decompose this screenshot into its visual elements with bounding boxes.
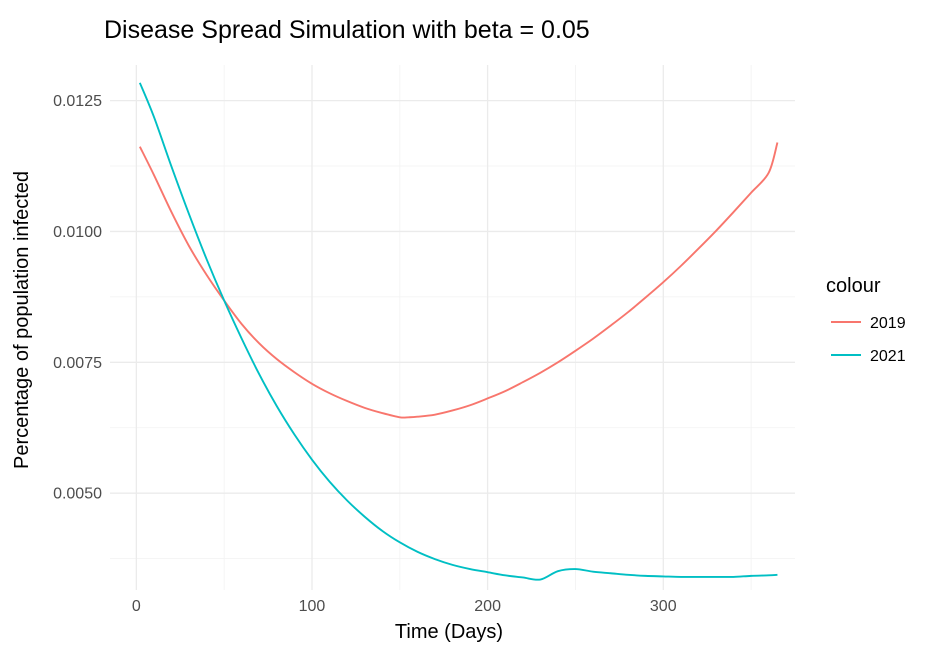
series-line-2021 bbox=[138, 82, 778, 581]
y-axis-tick-labels: 0.0050 0.0075 0.0100 0.0125 bbox=[53, 93, 102, 503]
chart-title: Disease Spread Simulation with beta = 0.… bbox=[104, 16, 590, 44]
legend-title: colour bbox=[826, 275, 881, 297]
x-tick-label: 0 bbox=[132, 598, 141, 615]
y-axis-title: Percentage of population infected bbox=[11, 171, 33, 469]
major-gridlines bbox=[110, 65, 795, 590]
y-tick-label: 0.0100 bbox=[53, 224, 102, 241]
x-tick-label: 200 bbox=[474, 598, 501, 615]
y-tick-label: 0.0075 bbox=[53, 355, 102, 372]
legend-items: 2019 2021 bbox=[831, 315, 906, 365]
y-tick-label: 0.0125 bbox=[53, 93, 102, 110]
legend-label-2021: 2021 bbox=[870, 348, 906, 365]
minor-gridlines bbox=[110, 65, 795, 590]
x-axis-title: Time (Days) bbox=[395, 621, 503, 643]
legend-label-2019: 2019 bbox=[870, 315, 906, 332]
x-tick-label: 100 bbox=[299, 598, 326, 615]
y-tick-label: 0.0050 bbox=[53, 486, 102, 503]
x-tick-label: 300 bbox=[650, 598, 677, 615]
plot-panel bbox=[110, 65, 795, 590]
legend: colour 2019 2021 bbox=[826, 275, 906, 365]
x-axis-tick-labels: 0 100 200 300 bbox=[132, 598, 677, 615]
series-line-2019 bbox=[139, 142, 779, 419]
series-layer bbox=[138, 82, 779, 581]
